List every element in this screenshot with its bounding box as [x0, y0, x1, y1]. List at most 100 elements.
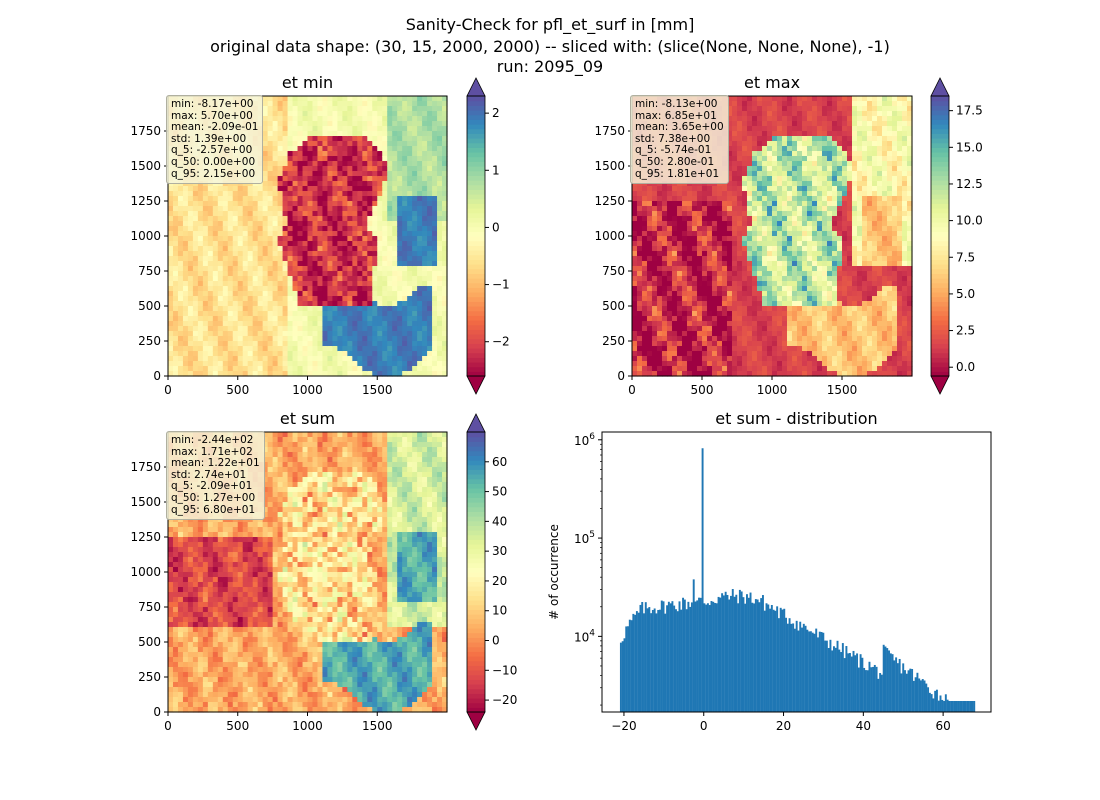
heatmap-cell [412, 341, 418, 347]
heatmap-cell [682, 231, 688, 237]
heatmap-cell [767, 101, 773, 107]
heatmap-cell [177, 346, 184, 352]
heatmap-cell [247, 226, 254, 232]
heatmap-cell [187, 186, 194, 192]
heatmap-cell [732, 161, 738, 167]
heatmap-cell [357, 181, 363, 187]
heatmap-cell [752, 166, 758, 172]
heatmap-cell [222, 366, 229, 372]
colorbar-segment [467, 268, 485, 274]
heatmap-cell [382, 116, 388, 122]
heatmap-cell [197, 271, 204, 277]
heatmap-cell [677, 301, 683, 307]
heatmap-cell [717, 296, 723, 302]
heatmap-cell [427, 296, 433, 302]
heatmap-cell [337, 336, 343, 342]
heatmap-cell [382, 276, 388, 282]
heatmap-cell [772, 331, 778, 337]
heatmap-cell [707, 221, 713, 227]
heatmap-cell [257, 266, 264, 272]
heatmap-cell [337, 216, 343, 222]
heatmap-cell [292, 221, 299, 227]
heatmap-cell [412, 316, 418, 322]
heatmap-cell [632, 206, 638, 212]
heatmap-cell [732, 136, 738, 142]
heatmap-cell [217, 341, 224, 347]
heatmap-cell [437, 181, 443, 187]
heatmap-cell [767, 136, 773, 142]
y-tick-label: 0 [153, 369, 161, 383]
heatmap-cell [722, 231, 728, 237]
heatmap-cell [412, 331, 418, 337]
heatmap-cell [412, 181, 418, 187]
heatmap-cell [422, 371, 428, 377]
heatmap-cell [417, 286, 423, 292]
heatmap-cell [252, 336, 259, 342]
heatmap-cell [317, 346, 324, 352]
heatmap-cell [727, 296, 733, 302]
heatmap-cell [397, 231, 403, 237]
heatmap-cell [352, 131, 358, 137]
heatmap-cell [692, 286, 698, 292]
heatmap-cell [222, 256, 229, 262]
heatmap-cell [657, 251, 663, 257]
heatmap-cell [662, 316, 668, 322]
heatmap-cell [397, 221, 403, 227]
heatmap-cell [672, 291, 678, 297]
heatmap-cell [327, 286, 334, 292]
heatmap-cell [337, 146, 343, 152]
heatmap-cell [677, 261, 683, 267]
heatmap-cell [697, 251, 703, 257]
heatmap-cell [652, 291, 658, 297]
heatmap-cell [397, 341, 403, 347]
heatmap-cell [362, 346, 368, 352]
heatmap-cell [672, 251, 678, 257]
heatmap-cell [222, 191, 229, 197]
heatmap-cell [442, 131, 448, 137]
heatmap-cell [297, 266, 304, 272]
heatmap-cell [307, 286, 314, 292]
heatmap-cell [422, 286, 428, 292]
heatmap-cell [377, 226, 383, 232]
heatmap-cell [272, 301, 279, 307]
heatmap-cell [342, 206, 348, 212]
heatmap-cell [307, 176, 314, 182]
heatmap-cell [787, 146, 793, 152]
heatmap-cell [342, 141, 348, 147]
heatmap-cell [422, 241, 428, 247]
heatmap-cell [277, 206, 284, 212]
heatmap-cell [657, 301, 663, 307]
heatmap-cell [292, 121, 299, 127]
heatmap-cell [737, 111, 743, 117]
heatmap-cell [427, 291, 433, 297]
heatmap-cell [347, 331, 353, 337]
heatmap-cell [772, 256, 778, 262]
heatmap-cell [312, 191, 319, 197]
heatmap-cell [282, 336, 289, 342]
heatmap-cell [322, 346, 329, 352]
heatmap-cell [772, 276, 778, 282]
heatmap-cell [337, 331, 343, 337]
heatmap-cell [347, 231, 353, 237]
heatmap-cell [402, 211, 408, 217]
heatmap-cell [757, 231, 763, 237]
heatmap-cell [187, 346, 194, 352]
heatmap-cell [242, 216, 249, 222]
heatmap-cell [317, 306, 324, 312]
heatmap-cell [267, 126, 274, 132]
heatmap-cell [192, 231, 199, 237]
heatmap-cell [777, 331, 783, 337]
heatmap-cell [242, 251, 249, 257]
heatmap-cell [232, 261, 239, 267]
heatmap-cell [307, 116, 314, 122]
heatmap-cell [407, 191, 413, 197]
heatmap-cell [292, 356, 299, 362]
heatmap-cell [767, 286, 773, 292]
heatmap-cell [372, 336, 378, 342]
heatmap-cell [337, 271, 343, 277]
heatmap-cell [282, 161, 289, 167]
colorbar-segment [467, 278, 485, 284]
heatmap-cell [397, 241, 403, 247]
heatmap-cell [362, 301, 368, 307]
heatmap-cell [382, 261, 388, 267]
